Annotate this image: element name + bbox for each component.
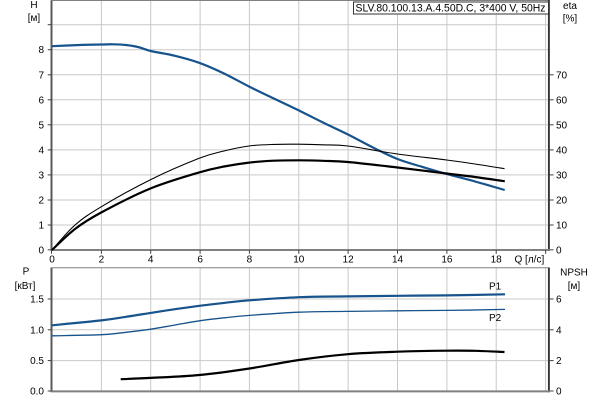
- svg-text:P1: P1: [489, 282, 502, 293]
- svg-text:Q [л/с]: Q [л/с]: [515, 255, 545, 266]
- svg-text:4: 4: [556, 325, 562, 336]
- svg-text:1.0: 1.0: [30, 325, 44, 336]
- svg-text:[м]: [м]: [568, 281, 581, 292]
- svg-text:5: 5: [38, 120, 44, 131]
- svg-text:P2: P2: [489, 313, 502, 324]
- svg-text:60: 60: [556, 95, 568, 106]
- svg-text:10: 10: [293, 255, 305, 266]
- svg-text:[кВт]: [кВт]: [15, 281, 36, 292]
- svg-text:8: 8: [247, 255, 253, 266]
- svg-text:[%]: [%]: [563, 14, 578, 25]
- svg-text:0: 0: [38, 245, 44, 256]
- svg-text:H: H: [30, 0, 37, 11]
- svg-text:1.5: 1.5: [30, 295, 44, 306]
- svg-text:6: 6: [197, 255, 203, 266]
- svg-text:3: 3: [38, 170, 44, 181]
- svg-text:2: 2: [99, 255, 105, 266]
- svg-text:6: 6: [556, 295, 562, 306]
- svg-text:SLV.80.100.13.A.4.50D.C, 3*400: SLV.80.100.13.A.4.50D.C, 3*400 V, 50Hz: [356, 3, 546, 15]
- svg-text:1: 1: [38, 221, 44, 232]
- svg-text:0: 0: [49, 255, 55, 266]
- svg-text:4: 4: [148, 255, 154, 266]
- svg-text:6: 6: [38, 95, 44, 106]
- svg-text:14: 14: [392, 255, 404, 266]
- svg-text:4: 4: [38, 145, 44, 156]
- svg-text:8: 8: [38, 45, 44, 56]
- svg-text:10: 10: [556, 221, 568, 232]
- svg-text:30: 30: [556, 170, 568, 181]
- svg-text:0: 0: [556, 386, 562, 397]
- svg-text:7: 7: [38, 70, 44, 81]
- svg-text:NPSH: NPSH: [560, 268, 588, 279]
- svg-text:16: 16: [441, 255, 453, 266]
- svg-text:12: 12: [343, 255, 355, 266]
- svg-text:0.5: 0.5: [30, 356, 44, 367]
- svg-text:20: 20: [556, 196, 568, 207]
- svg-text:2: 2: [556, 356, 562, 367]
- svg-text:0.0: 0.0: [30, 386, 44, 397]
- svg-text:P: P: [23, 267, 30, 278]
- svg-text:2: 2: [38, 196, 44, 207]
- svg-text:[м]: [м]: [28, 13, 41, 24]
- svg-text:70: 70: [556, 70, 568, 81]
- svg-text:50: 50: [556, 120, 568, 131]
- svg-text:18: 18: [491, 255, 503, 266]
- svg-text:eta: eta: [563, 1, 577, 12]
- svg-text:40: 40: [556, 145, 568, 156]
- svg-text:0: 0: [556, 245, 562, 256]
